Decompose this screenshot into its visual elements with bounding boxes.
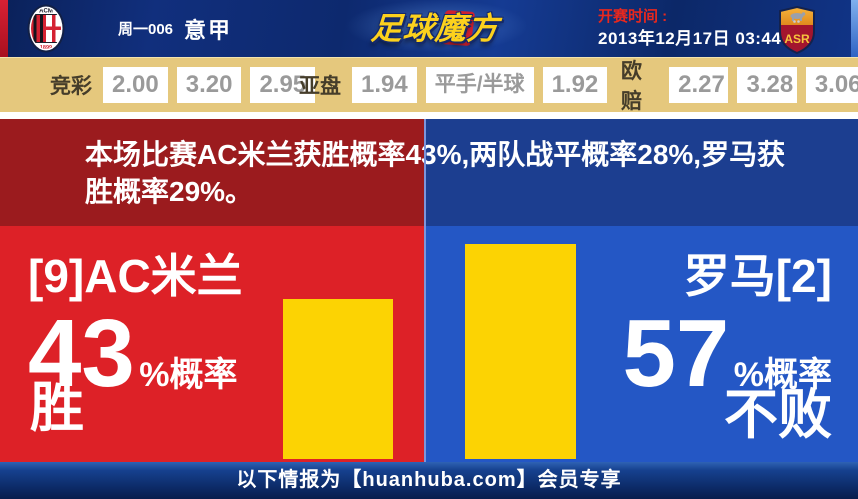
odds-value: 3.28 <box>737 67 797 103</box>
home-probability-suffix: %概率 <box>139 356 238 394</box>
odds-value: 2.95 <box>250 67 316 103</box>
away-probability-bar <box>465 244 576 459</box>
odds-value: 3.20 <box>176 67 242 103</box>
home-outcome-label: 胜 <box>30 378 84 438</box>
roma-crest-monogram: ASR <box>784 32 810 46</box>
home-team-name: [9]AC米兰 <box>28 250 243 302</box>
probability-summary-text: 本场比赛AC米兰获胜概率43%,两队战平概率28%,罗马获 胜概率29%。 <box>85 136 785 210</box>
league-name: 意甲 <box>184 17 233 43</box>
divider-white-strip <box>0 112 858 119</box>
odds-group-jingcai: 竞彩 2.00 3.20 2.95 <box>50 67 316 103</box>
away-probability-suffix: %概率 <box>733 356 832 394</box>
away-team-panel: 罗马[2] 57 %概率 不败 <box>426 226 858 462</box>
home-probability-value: 43 <box>28 300 135 407</box>
home-team-panel: [9]AC米兰 43 %概率 胜 <box>0 226 426 462</box>
odds-label-yapan: 亚盘 <box>299 75 341 98</box>
away-team-name: 罗马[2] <box>683 250 832 302</box>
odds-group-oupei: 欧赔 2.27 3.28 3.06 <box>621 60 858 113</box>
left-red-edge-strip <box>0 0 8 57</box>
footer-bar: 以下情报为【huanhuba.com】会员专享 <box>0 462 858 499</box>
kickoff-label: 开赛时间 : <box>598 8 668 25</box>
away-probability-line: 57 %概率 <box>623 306 832 402</box>
home-probability-line: 43 %概率 <box>28 306 237 402</box>
odds-label-oupei: 欧赔 <box>621 60 642 113</box>
away-probability-value: 57 <box>622 300 730 407</box>
header-bar: ACM 1899 周一006 意甲 足球魔方 开赛时间 : 2013年12月17… <box>0 0 858 57</box>
kickoff-time: 2013年12月17日 03:44 <box>598 29 782 48</box>
summary-line-1: 本场比赛AC米兰获胜概率43%,两队战平概率28%,罗马获 <box>85 139 786 170</box>
milan-crest-acronym: ACM <box>39 9 53 15</box>
odds-group-yapan: 亚盘 1.94 平手/半球 1.92 <box>299 67 608 103</box>
summary-line-2: 胜概率29%。 <box>85 176 254 207</box>
odds-value: 3.06 <box>805 67 858 103</box>
football-cube-logo: 足球魔方 <box>344 5 525 52</box>
milan-crest-year: 1899 <box>40 45 52 51</box>
odds-value: 2.27 <box>669 67 729 103</box>
as-roma-crest-icon: ASR <box>779 5 815 55</box>
probability-summary-band: 本场比赛AC米兰获胜概率43%,两队战平概率28%,罗马获 胜概率29%。 <box>0 119 858 226</box>
odds-value: 1.94 <box>352 67 417 103</box>
odds-strip: 竞彩 2.00 3.20 2.95 亚盘 1.94 平手/半球 1.92 欧赔 … <box>0 57 858 113</box>
odds-value: 2.00 <box>103 67 168 103</box>
match-code: 周一006 <box>118 21 174 38</box>
panel-divider-line <box>424 119 426 462</box>
odds-value: 1.92 <box>542 67 608 103</box>
kickoff-block: 开赛时间 : 2013年12月17日 03:44 <box>598 9 781 47</box>
away-outcome-label: 不败 <box>724 385 832 445</box>
right-blue-edge-strip <box>851 0 858 57</box>
odds-label-jingcai: 竞彩 <box>50 75 92 98</box>
handicap-value: 平手/半球 <box>425 67 534 103</box>
ac-milan-crest-icon: ACM 1899 <box>27 4 65 53</box>
match-info: 周一006 意甲 <box>118 0 232 57</box>
site-logo-text: 足球魔方 <box>369 11 501 46</box>
footer-membership-text: 以下情报为【huanhuba.com】会员专享 <box>236 469 622 491</box>
home-probability-bar <box>283 299 393 459</box>
